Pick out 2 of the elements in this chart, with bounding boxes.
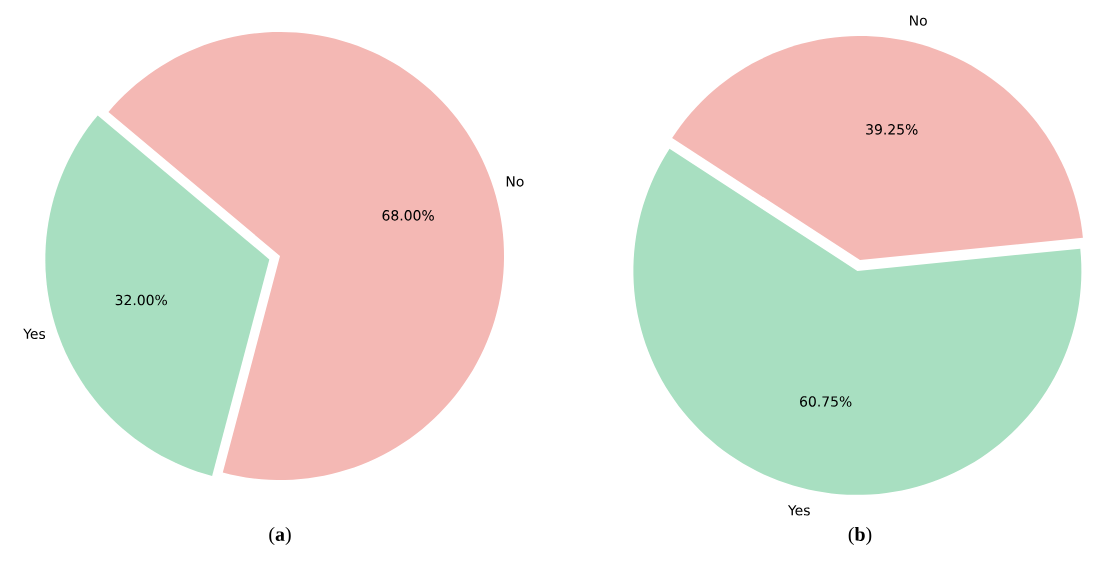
text: (b) <box>848 526 872 546</box>
text: (a) <box>269 526 291 546</box>
